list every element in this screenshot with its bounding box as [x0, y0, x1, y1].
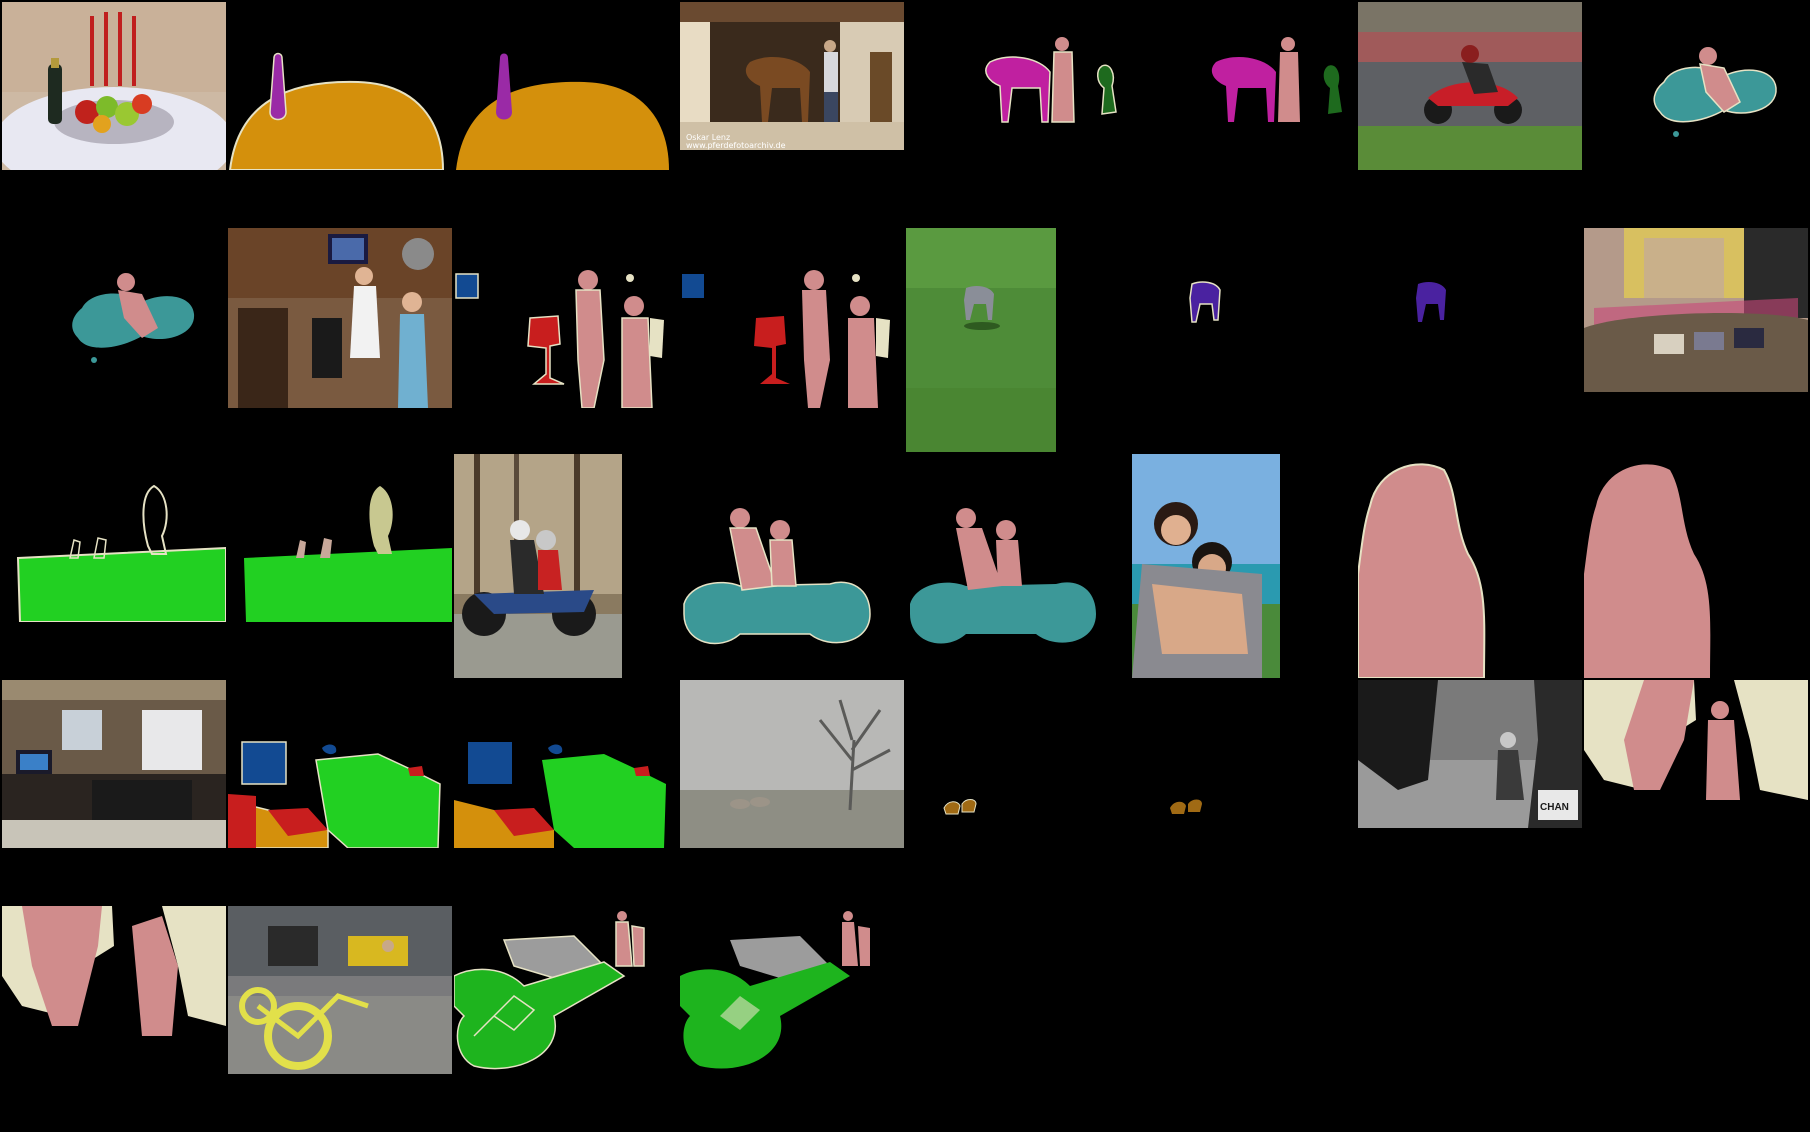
gt-mask-bicycle-car-persons [454, 906, 678, 1074]
photo-candles-fruit [2, 2, 226, 170]
photo-motorcycle-rider [1358, 2, 1582, 170]
photo-girls-living-room [228, 228, 452, 408]
gt-mask-sheep [906, 680, 1130, 848]
pred-mask-motorbike-two-riders [906, 454, 1130, 666]
gt-mask-motorbike-person [1584, 2, 1808, 170]
gt-mask-tv-chair-persons [454, 228, 678, 408]
photo-couple-beach [1132, 454, 1280, 678]
horse-watermark-line1: Oskar Lenz [686, 133, 730, 142]
gt-mask-dog [1132, 228, 1356, 396]
photo-yellow-bicycle-street [228, 906, 452, 1074]
gt-mask-street-people [1584, 680, 1808, 848]
pred-mask-bicycle-car-persons [680, 906, 904, 1074]
gt-mask-motorbike-two-riders [680, 454, 904, 666]
pred-mask-couple [1584, 454, 1808, 678]
photo-street-bw-child: CHAN [1358, 680, 1582, 828]
photo-foggy-tree-sheep [680, 680, 904, 848]
pred-mask-sheep [1132, 680, 1356, 848]
photo-motorbike-two-riders [454, 454, 622, 678]
photo-horse-stable: Oskar Lenz www.pferdefotoarchiv.de [680, 2, 904, 150]
pred-mask-tv-chair-persons [680, 228, 904, 408]
gt-mask-horse-person-plant [906, 2, 1130, 170]
pred-mask-street-people [2, 906, 226, 1074]
shop-bag-text: CHAN [1540, 802, 1569, 813]
pred-mask-horse-person-plant [1132, 2, 1356, 170]
pred-mask-room-objects [454, 680, 678, 848]
pred-mask-dog [1358, 228, 1582, 396]
photo-sofa-living-room [1584, 228, 1808, 392]
gt-mask-room-objects [228, 680, 452, 848]
gt-mask-couple [1358, 454, 1582, 678]
photo-dog-on-grass [906, 228, 1056, 452]
pred-mask-plant-green [228, 454, 452, 622]
pred-mask-motorbike-person [2, 228, 226, 396]
photo-dark-living-room [2, 680, 226, 848]
gt-mask-plant-green [2, 454, 226, 622]
horse-watermark-line2: www.pferdefotoarchiv.de [686, 141, 786, 150]
pred-mask-table-bottle [454, 2, 678, 170]
gt-mask-table-bottle [228, 2, 452, 170]
